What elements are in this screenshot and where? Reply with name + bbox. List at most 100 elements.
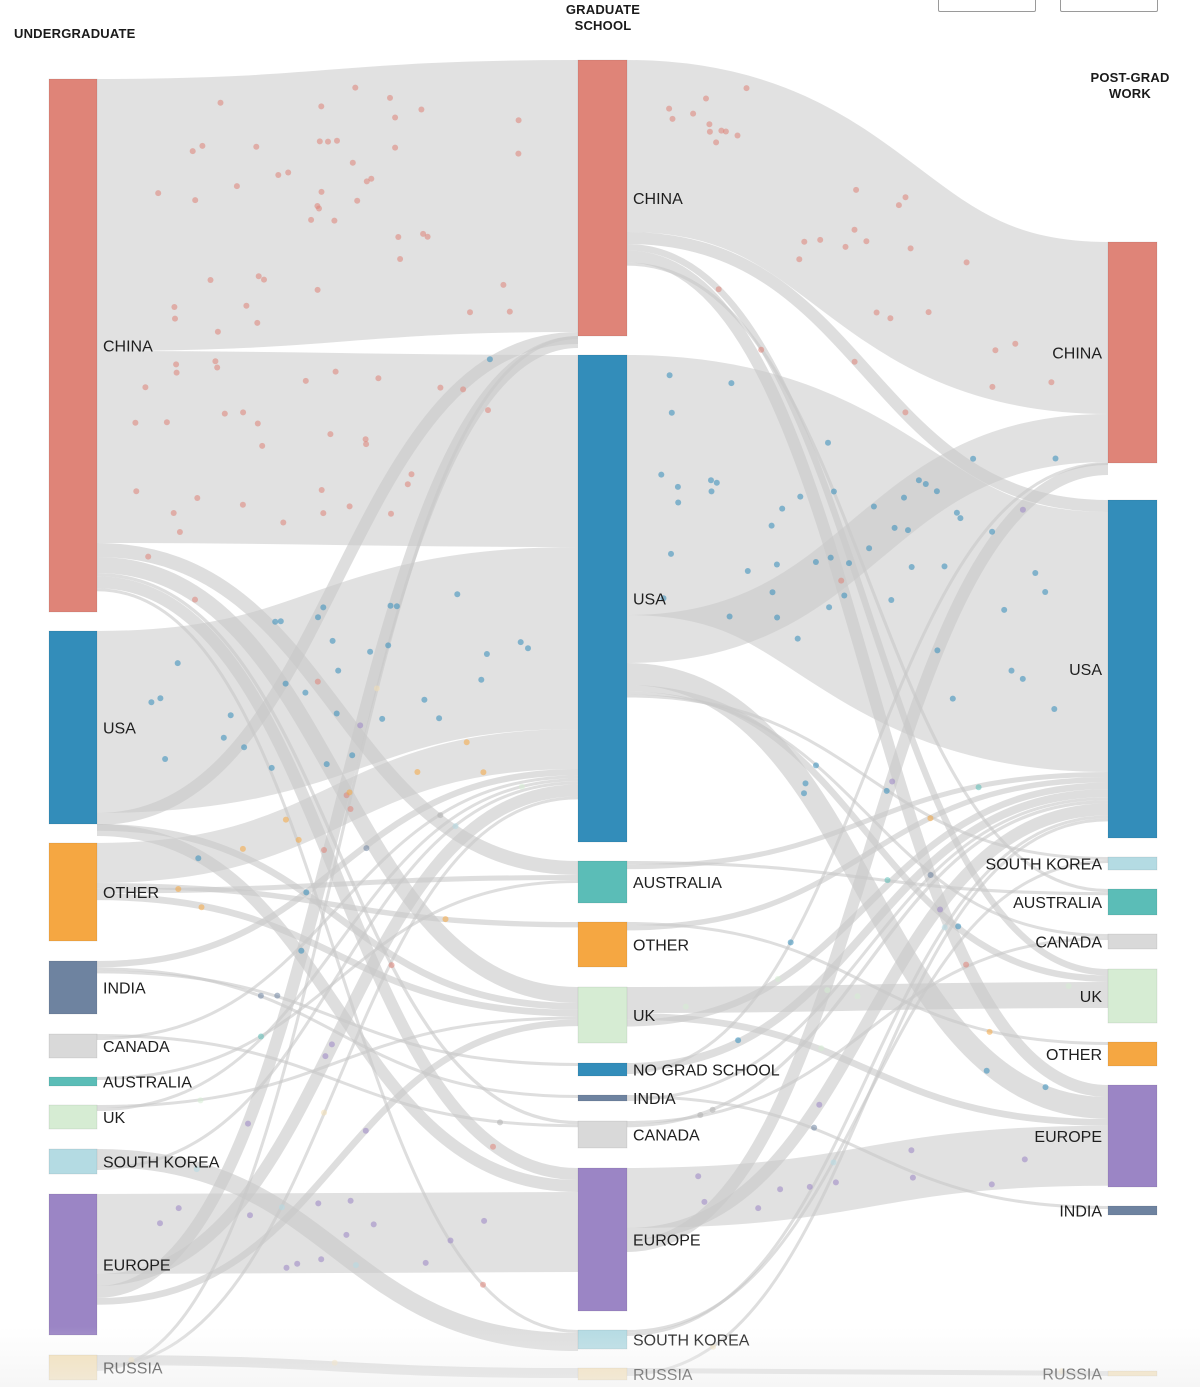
node-g_uk[interactable] (577, 986, 628, 1044)
flow-particle (349, 752, 356, 759)
node-p_australia[interactable] (1107, 888, 1158, 916)
flow-particle (701, 1198, 708, 1205)
flow-particle (895, 202, 902, 209)
node-u_uk[interactable] (48, 1104, 98, 1130)
flow-particle (773, 561, 780, 568)
node-g_russia[interactable] (577, 1367, 628, 1381)
flow-particle (743, 85, 750, 92)
flow-particle (889, 778, 896, 785)
node-g_other[interactable] (577, 921, 628, 968)
node-g_usa[interactable] (577, 354, 628, 843)
node-u_europe[interactable] (48, 1193, 98, 1336)
node-g_nograd[interactable] (577, 1062, 628, 1077)
node-p_korea[interactable] (1107, 856, 1158, 871)
flow-particle (227, 712, 234, 719)
flow-particle (442, 916, 449, 923)
flow-particle (155, 190, 162, 197)
flow-particles (128, 84, 1072, 1375)
flow-particle (758, 346, 765, 353)
flow-particle (217, 99, 224, 106)
flow-particle (239, 845, 246, 852)
flow-particle (387, 94, 393, 101)
node-g_europe[interactable] (577, 1167, 628, 1312)
flow-particle (838, 577, 845, 584)
flow-particle (1052, 455, 1059, 462)
flow-link-g_russia-p_russia (626, 1368, 1109, 1376)
flow-link-g_usa-p_china (626, 414, 1109, 663)
node-label-p_korea: SOUTH KOREA (986, 857, 1103, 874)
flow-particle (277, 618, 284, 625)
node-u_usa[interactable] (48, 630, 98, 825)
flow-particle (901, 494, 907, 501)
control-button-2[interactable] (1060, 0, 1158, 12)
flow-particle (278, 1204, 285, 1211)
node-u_china[interactable] (48, 78, 98, 613)
node-g_korea[interactable] (577, 1329, 628, 1350)
flow-particle (258, 1033, 264, 1040)
flow-particle (813, 762, 819, 769)
flow-particle (481, 1217, 488, 1224)
flow-particle (254, 319, 261, 326)
flow-particle (316, 138, 323, 145)
flow-particle (953, 509, 960, 516)
node-label-p_australia: AUSTRALIA (1013, 895, 1102, 912)
flow-particle (331, 217, 338, 224)
node-label-g_canada: CANADA (633, 1128, 700, 1145)
flow-particle (387, 602, 394, 609)
flow-particle (192, 197, 199, 204)
flow-particle (1065, 983, 1072, 989)
flow-particle (827, 554, 834, 561)
node-g_canada[interactable] (577, 1120, 628, 1149)
flow-link-u_canada-g_usa (96, 775, 579, 1040)
flow-particle (674, 483, 681, 490)
flow-particle (866, 545, 873, 552)
stage-title-postgrad: POST-GRAD WORK (1078, 70, 1182, 102)
node-p_uk[interactable] (1107, 968, 1158, 1024)
node-g_india[interactable] (577, 1094, 628, 1102)
flow-particle (414, 769, 421, 775)
flow-particle (261, 276, 267, 283)
flow-particle (452, 823, 459, 830)
flow-particle (320, 510, 327, 517)
flow-particle (272, 618, 279, 625)
node-p_europe[interactable] (1107, 1084, 1158, 1188)
flow-link-u_europe-g_europe (96, 1192, 579, 1274)
node-u_india[interactable] (48, 960, 98, 1015)
node-p_russia[interactable] (1107, 1370, 1158, 1377)
node-u_russia[interactable] (48, 1354, 98, 1381)
node-p_usa[interactable] (1107, 499, 1158, 839)
flow-particle (517, 639, 524, 646)
node-p_india[interactable] (1107, 1205, 1158, 1216)
flow-particle (395, 234, 402, 240)
flow-particle (318, 103, 325, 110)
node-u_australia[interactable] (48, 1076, 98, 1087)
control-button-1[interactable] (938, 0, 1036, 12)
flow-particle (363, 178, 370, 185)
flow-link-u_india-g_nograd (96, 970, 579, 1066)
node-p_china[interactable] (1107, 241, 1158, 464)
flow-particle (709, 1106, 716, 1113)
flow-particle (485, 407, 491, 414)
node-label-u_russia: RUSSIA (103, 1361, 163, 1378)
flow-link-u_china-g_usa (96, 351, 579, 547)
node-u_korea[interactable] (48, 1148, 98, 1175)
flow-particle (318, 1256, 325, 1263)
flow-particle (695, 1173, 702, 1180)
stage-title-postgrad-line1: POST-GRAD (1090, 70, 1170, 85)
node-p_canada[interactable] (1107, 933, 1158, 950)
flow-particle (352, 84, 359, 91)
flow-particle (703, 95, 709, 102)
flow-particle (420, 230, 427, 237)
flow-particle (989, 383, 996, 390)
flow-link-g_uk-p_usa (626, 782, 1109, 1027)
flow-particle (922, 481, 929, 487)
node-u_other[interactable] (48, 842, 98, 942)
flow-particle (497, 1119, 503, 1126)
flow-particle (173, 361, 180, 368)
node-u_canada[interactable] (48, 1033, 98, 1059)
flow-particle (1042, 1084, 1049, 1091)
node-g_australia[interactable] (577, 860, 628, 904)
node-p_other[interactable] (1107, 1041, 1158, 1067)
node-label-g_nograd: NO GRAD SCHOOL (633, 1063, 780, 1080)
node-g_china[interactable] (577, 59, 628, 337)
